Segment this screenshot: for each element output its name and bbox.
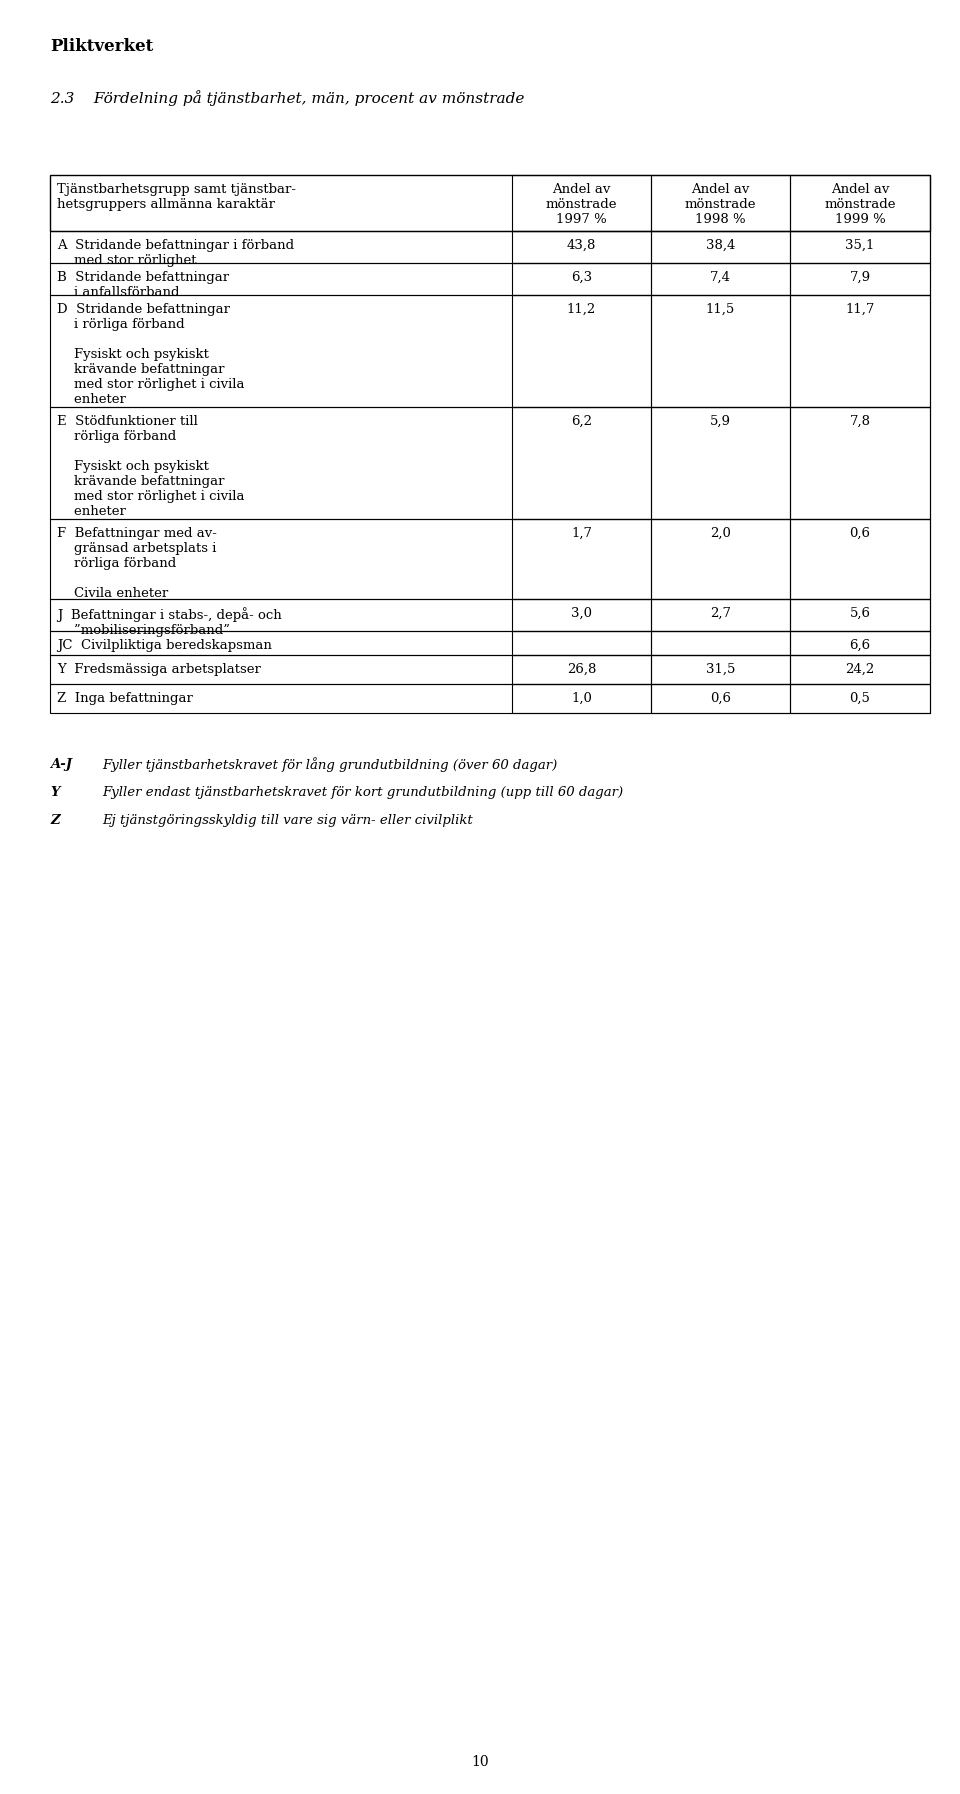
Text: 10: 10 [471,1755,489,1769]
Bar [512,231,651,264]
Text: B  Stridande befattningar
    i anfallsförband: B Stridande befattningar i anfallsförban… [57,271,229,300]
Bar [651,176,790,231]
Text: Y: Y [50,786,60,798]
Text: Andel av
mönstrade
1997 %: Andel av mönstrade 1997 % [546,183,617,226]
Bar [512,631,651,655]
Text: 35,1: 35,1 [846,239,875,251]
Text: Andel av
mönstrade
1998 %: Andel av mönstrade 1998 % [684,183,756,226]
Text: 1,0: 1,0 [571,692,592,705]
Text: 43,8: 43,8 [566,239,596,251]
Text: Pliktverket: Pliktverket [50,38,154,56]
Text: Ej tjänstgöringsskyldig till vare sig värn- eller civilplikt: Ej tjänstgöringsskyldig till vare sig vä… [102,814,472,827]
Bar [512,264,651,294]
Text: E  Stödfunktioner till
    rörliga förband

    Fysiskt och psykiskt
    krävand: E Stödfunktioner till rörliga förband Fy… [57,414,245,518]
Text: 26,8: 26,8 [566,664,596,676]
Bar [651,407,790,518]
Bar [790,264,930,294]
Bar [50,294,930,407]
Text: Z: Z [50,814,60,827]
Text: 7,4: 7,4 [710,271,732,283]
Bar [790,631,930,655]
Bar [790,176,930,231]
Bar [50,655,930,684]
Bar [651,231,790,264]
Bar [790,599,930,631]
Bar [790,294,930,407]
Bar [790,407,930,518]
Bar [651,684,790,712]
Bar [50,631,930,655]
Text: 11,5: 11,5 [706,303,735,316]
Text: A  Stridande befattningar i förband
    med stor rörlighet: A Stridande befattningar i förband med s… [57,239,294,267]
Text: Fyller endast tjänstbarhetskravet för kort grundutbildning (upp till 60 dagar): Fyller endast tjänstbarhetskravet för ko… [102,786,623,798]
Bar [50,264,930,294]
Bar [651,264,790,294]
Text: JC  Civilpliktiga beredskapsman: JC Civilpliktiga beredskapsman [57,639,272,651]
Text: 7,8: 7,8 [850,414,871,429]
Text: 11,7: 11,7 [846,303,875,316]
Text: 2,0: 2,0 [710,527,731,540]
Text: 5,9: 5,9 [710,414,732,429]
Bar [512,599,651,631]
Bar [50,518,930,599]
Text: 7,9: 7,9 [850,271,871,283]
Bar [651,599,790,631]
Text: 0,5: 0,5 [850,692,871,705]
Text: 0,6: 0,6 [710,692,732,705]
Text: 5,6: 5,6 [850,606,871,621]
Bar [651,655,790,684]
Bar [651,631,790,655]
Text: 6,2: 6,2 [571,414,592,429]
Bar [512,518,651,599]
Bar [512,176,651,231]
Text: 38,4: 38,4 [706,239,735,251]
Bar [512,407,651,518]
Text: Z  Inga befattningar: Z Inga befattningar [57,692,193,705]
Text: A-J: A-J [50,757,72,771]
Bar [790,684,930,712]
Text: 3,0: 3,0 [571,606,592,621]
Text: 1,7: 1,7 [571,527,592,540]
Text: D  Stridande befattningar
    i rörliga förband

    Fysiskt och psykiskt
    kr: D Stridande befattningar i rörliga förba… [57,303,245,405]
Text: J  Befattningar i stabs-, depå- och
    ”mobiliseringsförband”: J Befattningar i stabs-, depå- och ”mobi… [57,606,281,637]
Bar [512,655,651,684]
Bar [512,684,651,712]
Text: Andel av
mönstrade
1999 %: Andel av mönstrade 1999 % [825,183,896,226]
Bar [790,231,930,264]
Text: 2.3    Fördelning på tjänstbarhet, män, procent av mönstrade: 2.3 Fördelning på tjänstbarhet, män, pro… [50,90,524,106]
Text: 24,2: 24,2 [846,664,875,676]
Bar [50,684,930,712]
Text: 0,6: 0,6 [850,527,871,540]
Bar [50,599,930,631]
Bar [790,518,930,599]
Text: 6,6: 6,6 [850,639,871,651]
Bar [790,655,930,684]
Text: 2,7: 2,7 [710,606,732,621]
Bar [50,231,930,264]
Text: 6,3: 6,3 [571,271,592,283]
Bar [651,294,790,407]
Text: 31,5: 31,5 [706,664,735,676]
Bar [50,407,930,518]
Bar [651,518,790,599]
Text: 11,2: 11,2 [567,303,596,316]
Bar [512,294,651,407]
Text: F  Befattningar med av-
    gränsad arbetsplats i
    rörliga förband

    Civil: F Befattningar med av- gränsad arbetspla… [57,527,217,599]
Text: Tjänstbarhetsgrupp samt tjänstbar-
hetsgruppers allmänna karaktär: Tjänstbarhetsgrupp samt tjänstbar- hetsg… [57,183,296,212]
Text: Y  Fredsmässiga arbetsplatser: Y Fredsmässiga arbetsplatser [57,664,261,676]
Text: Fyller tjänstbarhetskravet för lång grundutbildning (över 60 dagar): Fyller tjänstbarhetskravet för lång grun… [102,757,557,773]
Bar [50,176,930,231]
